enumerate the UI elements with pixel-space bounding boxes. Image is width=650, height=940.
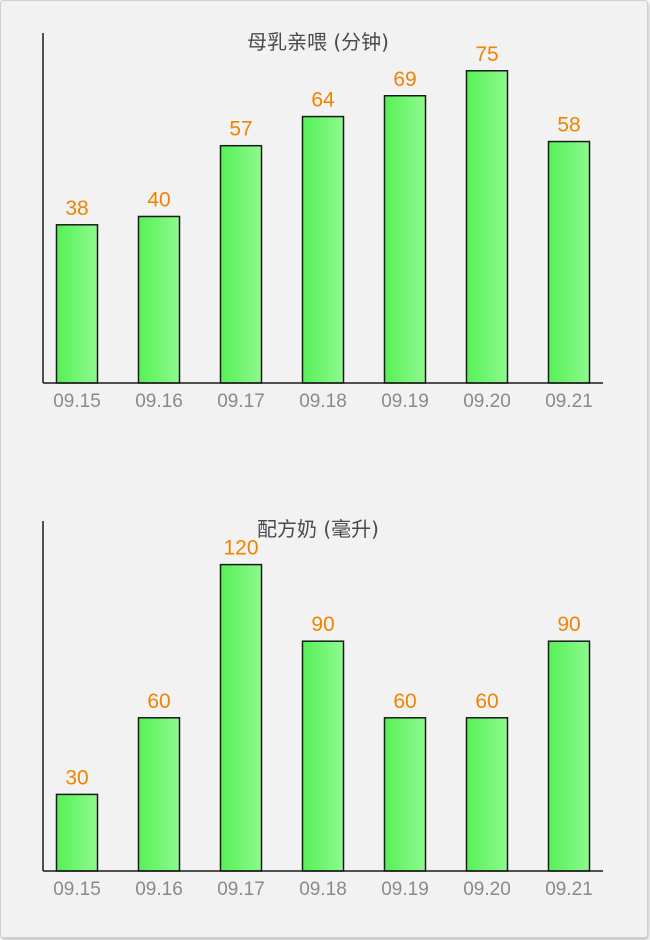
x-tick-label: 09.16: [135, 391, 183, 412]
bar-09.15: [55, 224, 99, 384]
x-tick-label: 09.18: [299, 391, 347, 412]
bar-09.20: [465, 70, 509, 384]
x-tick-label: 09.15: [53, 391, 101, 412]
bar-09.20: [465, 717, 509, 872]
data-label-09.16: 60: [147, 690, 170, 713]
data-label-09.15: 38: [65, 197, 88, 220]
data-label-09.17: 57: [229, 118, 252, 141]
x-tick-label: 09.17: [217, 391, 265, 412]
data-label-09.15: 30: [65, 766, 88, 789]
bar-09.16: [137, 215, 181, 384]
x-tick-label: 09.16: [135, 879, 183, 900]
bar-09.16: [137, 717, 181, 872]
data-label-09.16: 40: [147, 188, 170, 211]
x-tick-label: 09.21: [545, 879, 593, 900]
x-tick-label: 09.21: [545, 391, 593, 412]
data-label-09.18: 64: [311, 89, 335, 112]
bar-09.21: [547, 640, 591, 872]
x-tick-label: 09.17: [217, 879, 265, 900]
data-label-09.18: 90: [311, 613, 334, 636]
chart-title: 母乳亲喂 (分钟): [247, 30, 389, 54]
chart-title: 配方奶 (毫升): [257, 517, 379, 541]
bar-09.18: [301, 115, 345, 384]
data-label-09.19: 69: [393, 68, 416, 91]
data-label-09.21: 58: [557, 114, 580, 137]
data-label-09.21: 90: [557, 613, 580, 636]
data-label-09.19: 60: [393, 690, 416, 713]
x-tick-label: 09.19: [381, 391, 429, 412]
x-tick-label: 09.20: [463, 391, 511, 412]
data-label-09.17: 120: [223, 537, 258, 560]
x-tick-label: 09.18: [299, 879, 347, 900]
x-tick-label: 09.19: [381, 879, 429, 900]
bar-09.19: [383, 717, 427, 872]
breastfeeding-chart: 母乳亲喂 (分钟) 38 40 57 64 69 75 58 09.15 09.16 09.17…: [42, 30, 603, 412]
bar-09.17: [219, 563, 263, 872]
x-tick-label: 09.20: [463, 879, 511, 900]
data-label-09.20: 60: [475, 690, 498, 713]
bar-09.21: [547, 140, 591, 384]
formula-chart: 配方奶 (毫升) 30 60 120 90 60 60 90 09.15 09.16 09.17…: [42, 517, 603, 900]
bar-09.15: [55, 793, 99, 872]
x-tick-label: 09.15: [53, 879, 101, 900]
bar-09.18: [301, 640, 345, 872]
bar-09.17: [219, 144, 263, 384]
data-label-09.20: 75: [475, 43, 498, 66]
bar-09.19: [383, 95, 427, 384]
